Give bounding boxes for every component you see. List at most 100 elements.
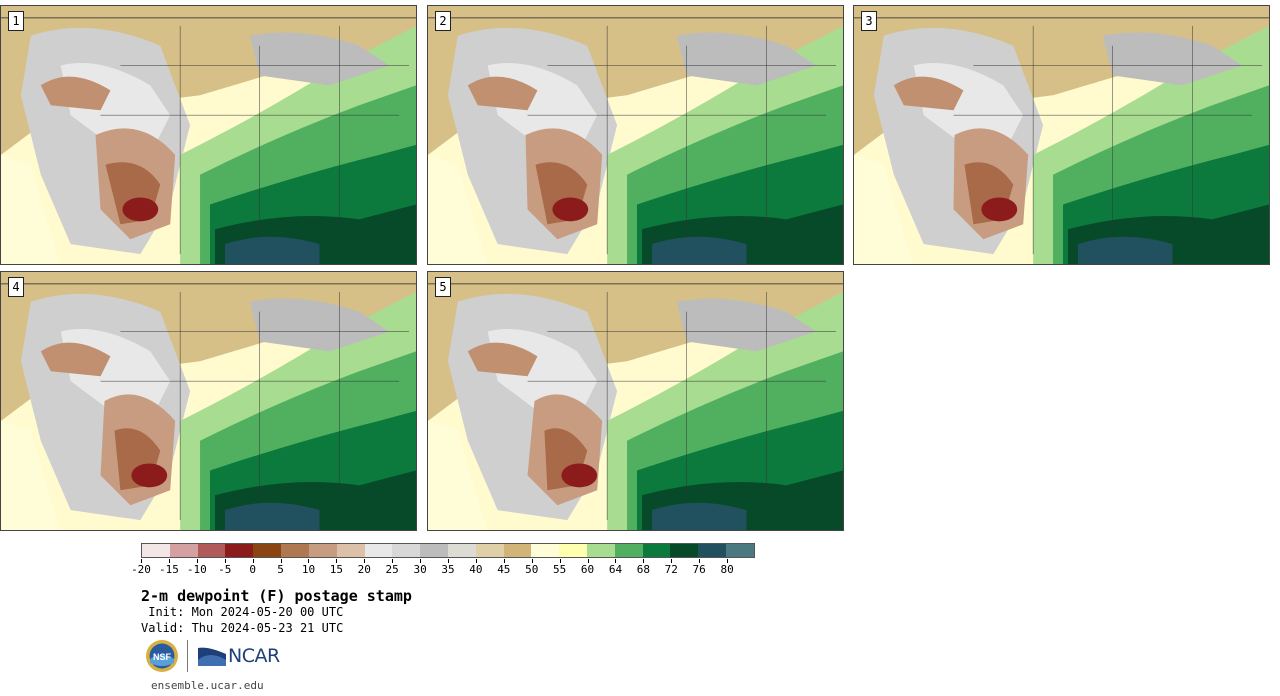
great-lakes-region <box>676 32 817 86</box>
colorbar-tick-mark <box>587 559 589 563</box>
colorbar-segment <box>614 544 643 557</box>
gulf-water <box>224 502 320 530</box>
colorbar-segment <box>392 544 421 557</box>
colorbar-tick-label: 40 <box>469 563 483 576</box>
ncar-logo-text: NCAR <box>228 645 280 667</box>
colorbar-tick-mark <box>336 559 338 563</box>
colorbar-tick-label: -15 <box>158 563 179 576</box>
colorbar-tick-label: 76 <box>692 563 706 576</box>
nsf-logo-text: NSF <box>153 652 172 662</box>
extreme-dry-core <box>131 463 168 488</box>
panel-number: 3 <box>861 11 877 31</box>
colorbar-segment <box>253 544 282 557</box>
colorbar-tick-label: 35 <box>441 563 455 576</box>
map-panel: 5 <box>427 271 844 531</box>
colorbar-tick-mark <box>615 559 617 563</box>
colorbar-segment <box>531 544 560 557</box>
colorbar-tick-mark <box>252 559 254 563</box>
state-boundaries <box>953 25 1263 255</box>
colorbar-tick-mark <box>168 559 170 563</box>
panel-number: 5 <box>435 277 451 297</box>
colorbar-segment <box>475 544 504 557</box>
colorbar-segment <box>698 544 727 557</box>
nsf-logo: NSF <box>146 640 178 672</box>
extreme-dry-core <box>122 197 159 222</box>
colorbar-tick-label: -5 <box>218 563 232 576</box>
colorbar-tick-mark <box>531 559 533 563</box>
colorbar-tick-label: 0 <box>249 563 256 576</box>
colorbar-ticks: -20 -15 -10 -5 0 5 10 15 20 25 30 35 40 45 50 55 60 64 68 7… <box>131 559 755 579</box>
dewpoint-map <box>1 6 416 264</box>
colorbar-segment <box>420 544 448 557</box>
colorbar-segment <box>670 544 699 557</box>
map-panel: 2 <box>427 5 844 265</box>
colorbar-tick-mark <box>699 559 701 563</box>
colorbar <box>141 543 755 558</box>
colorbar-segment <box>197 544 226 557</box>
colorbar-segment <box>726 544 754 557</box>
map-panel: 1 <box>0 5 417 265</box>
colorbar-tick-mark <box>141 559 142 563</box>
colorbar-tick-label: 72 <box>664 563 678 576</box>
colorbar-tick-label: 80 <box>720 563 734 576</box>
colorbar-segment <box>447 544 476 557</box>
colorbar-tick-label: -20 <box>131 563 151 576</box>
map-panel: 3 <box>853 5 1270 265</box>
great-basin-dry-region <box>893 76 964 111</box>
great-lakes-region <box>249 32 390 86</box>
state-boundaries <box>100 291 410 521</box>
colorbar-tick-mark <box>280 559 282 563</box>
colorbar-tick-mark <box>727 559 729 563</box>
great-basin-dry-region <box>40 342 111 377</box>
state-boundaries <box>527 25 837 255</box>
great-lakes-region <box>1102 32 1243 86</box>
dewpoint-map <box>428 6 843 264</box>
valid-time: Valid: Thu 2024-05-23 21 UTC <box>141 621 344 635</box>
great-lakes-region <box>249 298 390 352</box>
colorbar-tick-mark <box>643 559 645 563</box>
init-time: Init: Mon 2024-05-20 00 UTC <box>141 605 344 619</box>
colorbar-tick-label: 50 <box>525 563 539 576</box>
panel-number: 4 <box>8 277 24 297</box>
colorbar-tick-label: 60 <box>580 563 595 576</box>
colorbar-tick-label: 25 <box>385 563 399 576</box>
colorbar-tick-label: 45 <box>497 563 511 576</box>
great-basin-dry-region <box>467 76 538 111</box>
great-basin-dry-region <box>467 342 538 377</box>
gulf-water <box>651 236 747 264</box>
pacific-ocean <box>428 420 488 530</box>
extreme-dry-core <box>981 197 1018 222</box>
colorbar-segment <box>169 544 198 557</box>
colorbar-segment <box>308 544 337 557</box>
source-url: ensemble.ucar.edu <box>151 679 264 692</box>
figure-title: 2-m dewpoint (F) postage stamp <box>141 587 412 605</box>
colorbar-segment <box>587 544 615 557</box>
gulf-water <box>224 236 320 264</box>
colorbar-segment <box>142 544 170 557</box>
dewpoint-map <box>1 272 416 530</box>
colorbar-tick-label: 55 <box>553 563 567 576</box>
ncar-logo: NCAR <box>198 645 280 667</box>
colorbar-tick-label: 64 <box>608 563 623 576</box>
colorbar-tick-mark <box>308 559 310 563</box>
colorbar-tick-mark <box>503 559 505 563</box>
colorbar-tick-mark <box>420 559 422 563</box>
logo-row: NSF NCAR <box>145 638 280 674</box>
panel-number: 2 <box>435 11 451 31</box>
colorbar-segment <box>364 544 393 557</box>
colorbar-segment <box>503 544 532 557</box>
dewpoint-map <box>428 272 843 530</box>
colorbar-tick-label: 30 <box>413 563 427 576</box>
extreme-dry-core <box>552 197 589 222</box>
great-basin-dry-region <box>40 76 111 111</box>
colorbar-tick-mark <box>364 559 366 563</box>
pacific-ocean <box>854 154 914 264</box>
great-lakes-region <box>676 298 817 352</box>
pacific-ocean <box>1 154 61 264</box>
logo-divider <box>187 640 188 672</box>
colorbar-tick-label: 5 <box>277 563 284 576</box>
colorbar-segment <box>225 544 254 557</box>
colorbar-tick-label: -10 <box>186 563 207 576</box>
pacific-ocean <box>1 420 61 530</box>
colorbar-tick-label: 10 <box>301 563 316 576</box>
